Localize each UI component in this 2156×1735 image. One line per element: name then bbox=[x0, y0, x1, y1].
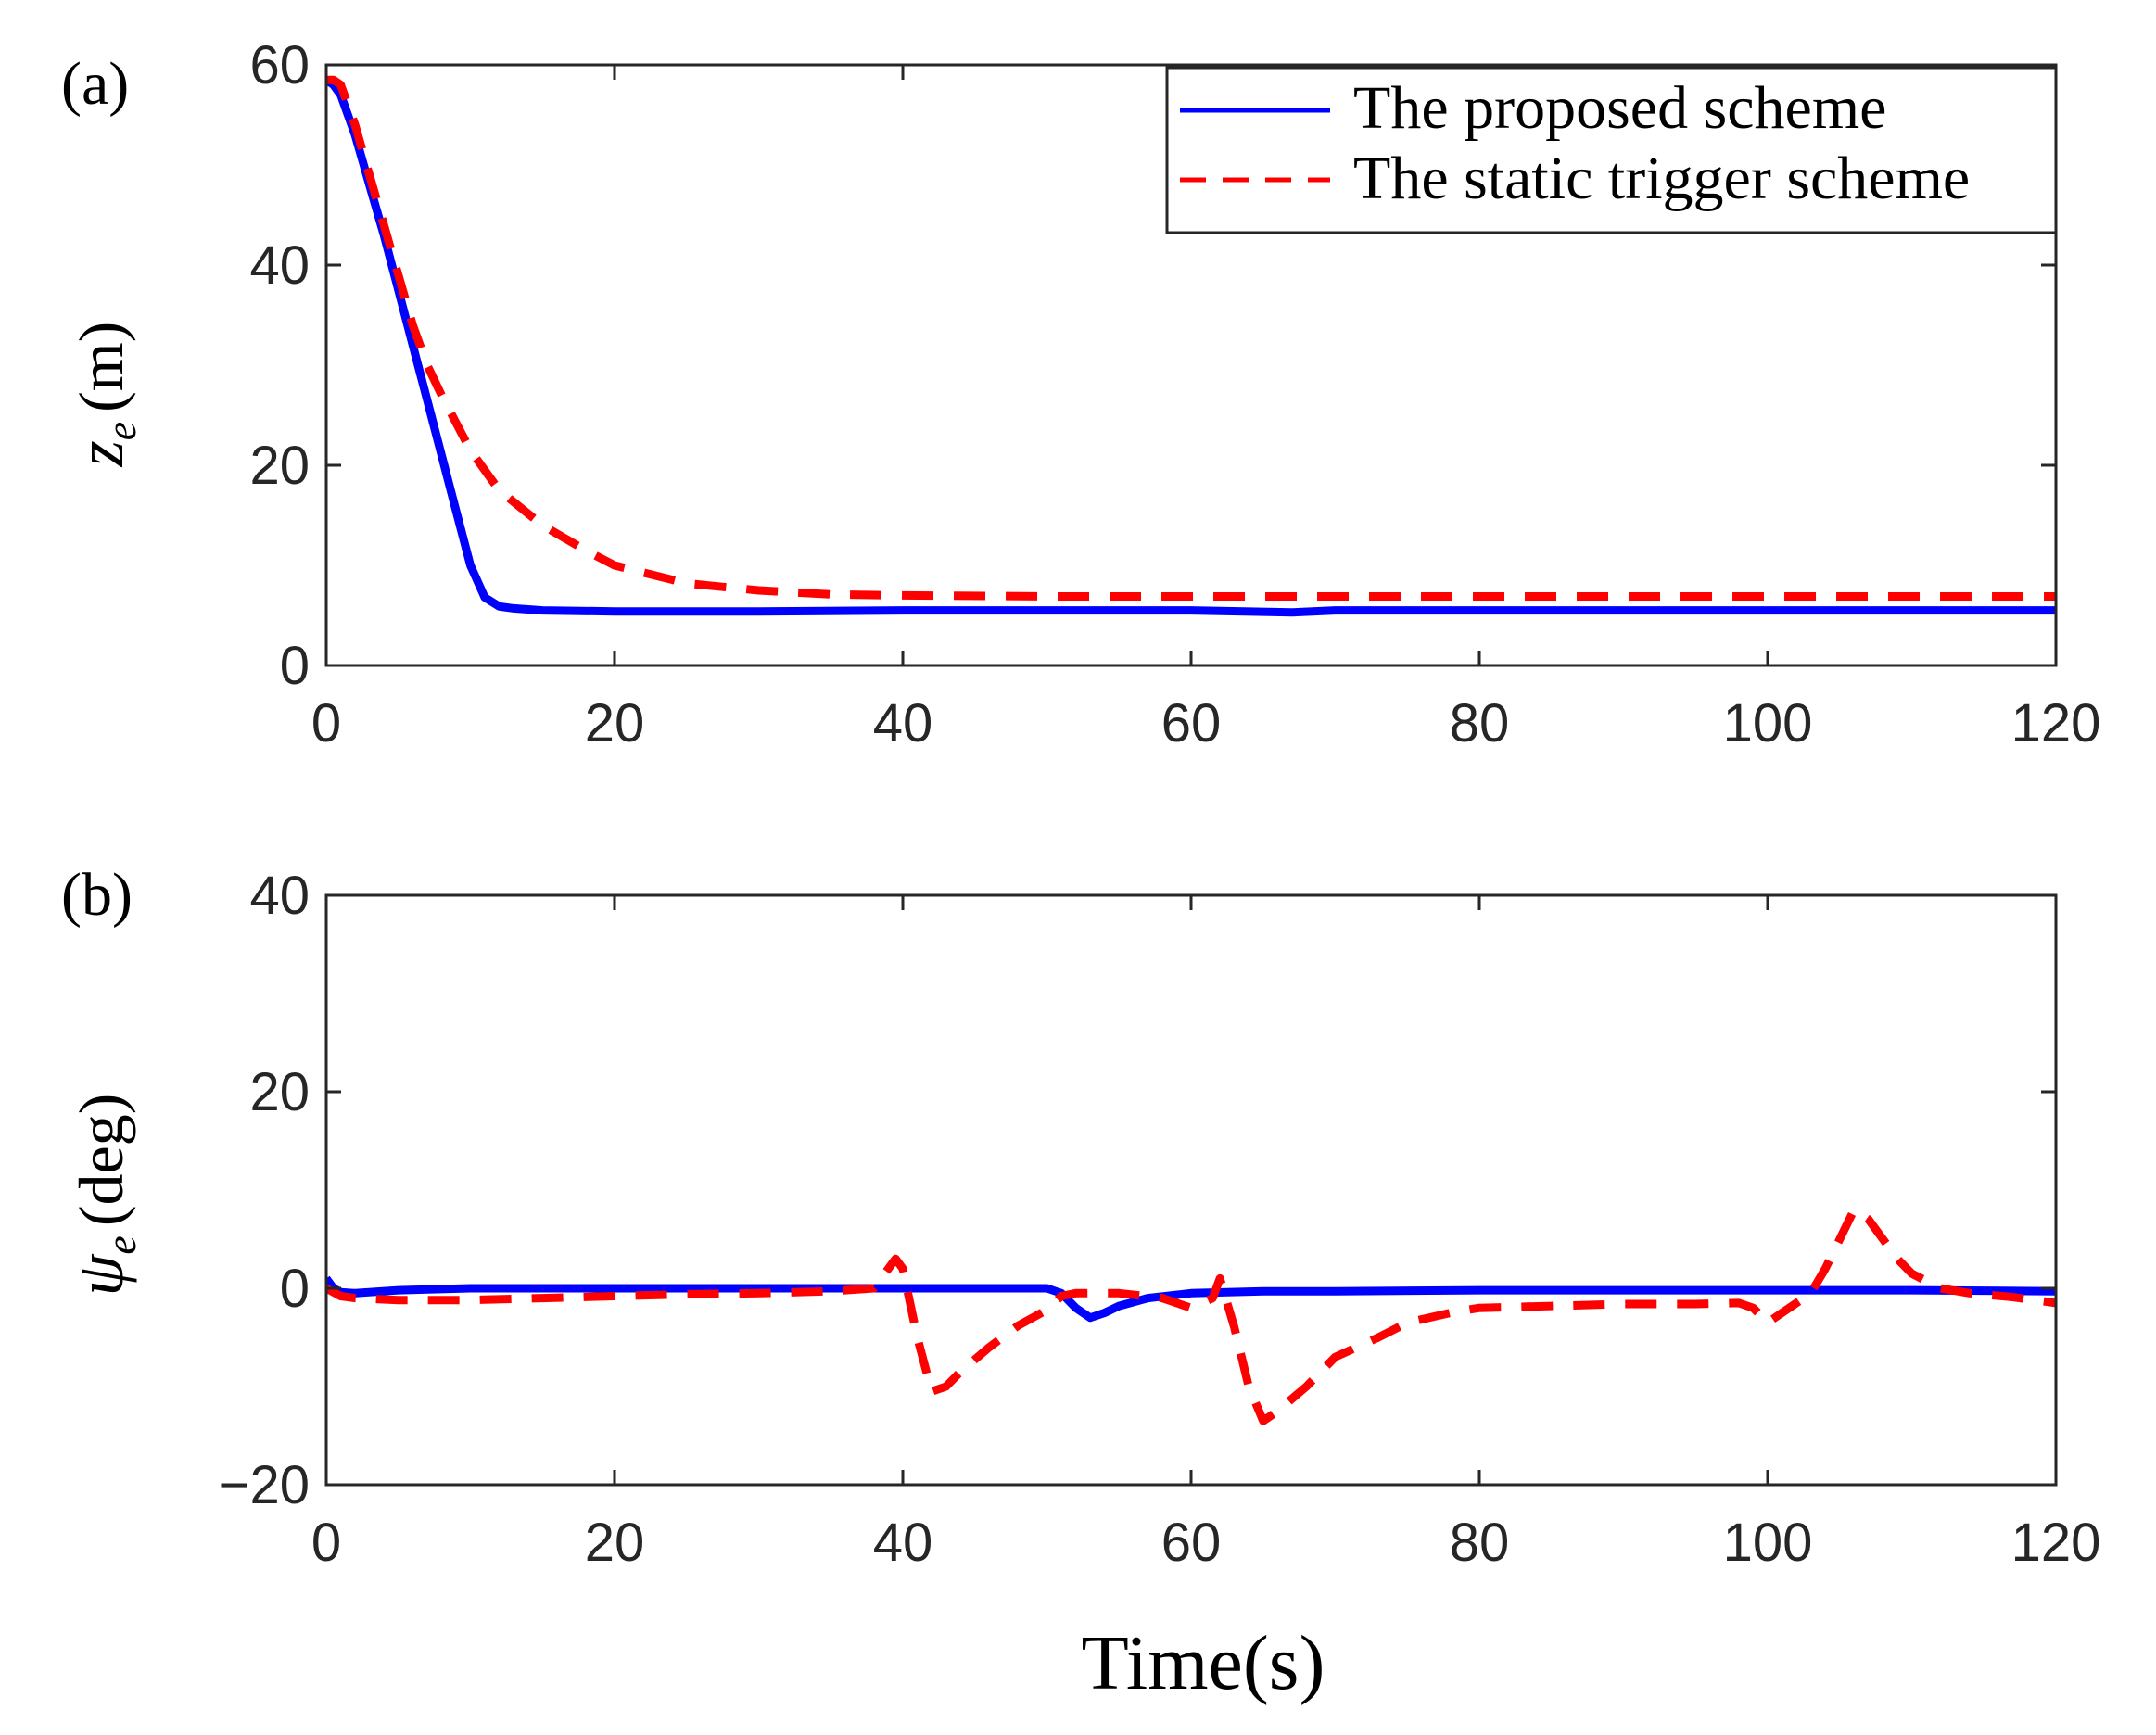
panel-b-y-tick-label: 40 bbox=[249, 866, 310, 926]
panel-a-y-tick-label: 40 bbox=[249, 235, 310, 296]
panel-a-x-tick-label: 100 bbox=[1723, 693, 1813, 754]
panel-b-x-tick-label: 0 bbox=[311, 1513, 341, 1573]
x-axis-label: Time(s) bbox=[1082, 1620, 1325, 1706]
panel-a-x-tick-label: 0 bbox=[311, 693, 341, 754]
panel-a-series-group bbox=[326, 75, 2056, 617]
panel-b-x-tick-label: 20 bbox=[585, 1513, 645, 1573]
panel-a-y-tick-label: 20 bbox=[249, 436, 310, 496]
panel-b-label: (b) bbox=[61, 861, 133, 929]
panel-b-series-proposed-line bbox=[326, 1275, 2056, 1323]
panel-a-ylabel-symbol: z bbox=[63, 440, 137, 467]
svg-text:ψe(deg): ψe (deg) bbox=[63, 1094, 145, 1297]
panel-b-x-tick-label: 100 bbox=[1723, 1513, 1813, 1573]
panel-b-y-tick-label: 0 bbox=[280, 1259, 310, 1319]
legend: The proposed scheme The static trigger s… bbox=[1165, 66, 2058, 234]
panel-a-x-tick-label: 20 bbox=[585, 693, 645, 754]
panel-a-x-tick-label: 40 bbox=[873, 693, 933, 754]
panel-a-x-tick-label: 60 bbox=[1161, 693, 1222, 754]
panel-a-label: (a) bbox=[61, 50, 129, 118]
panel-b-y-tick-label: 20 bbox=[249, 1062, 310, 1122]
panel-b-x-tick-label: 60 bbox=[1161, 1513, 1222, 1573]
panel-a-ylabel-unit: (m) bbox=[66, 322, 136, 412]
panel-a-ylabel-subscript: e bbox=[97, 422, 145, 440]
panel-b-x-tick-label: 40 bbox=[873, 1513, 933, 1573]
panel-a-series-proposed-line bbox=[326, 76, 2056, 617]
panel-a-chart: (a) ze (m) 0 20 40 60 80 100 120 0 20 40 60 The pro… bbox=[61, 35, 2100, 754]
panel-b-x-tick-label: 80 bbox=[1450, 1513, 1510, 1573]
panel-b-y-axis-label: ψe (deg) bbox=[63, 1094, 145, 1297]
svg-text:ze(m): ze (m) bbox=[63, 322, 145, 468]
legend-label-static: The static trigger scheme bbox=[1353, 145, 1970, 212]
panel-b-series-group bbox=[326, 1205, 2056, 1425]
panel-b-ylabel-subscript: e bbox=[97, 1235, 145, 1254]
panel-b-ylabel-symbol: ψ bbox=[63, 1253, 137, 1296]
panel-a-series-static-trigger-line bbox=[326, 75, 2056, 601]
legend-label-proposed: The proposed scheme bbox=[1353, 74, 1886, 142]
panel-a-x-tick-label: 80 bbox=[1450, 693, 1510, 754]
panel-b-y-tick-label: −20 bbox=[219, 1455, 310, 1515]
panel-a-y-axis-label: ze (m) bbox=[63, 322, 145, 468]
panel-b-ylabel-unit: (deg) bbox=[66, 1094, 136, 1226]
panel-b-series-static-trigger-line bbox=[326, 1205, 2056, 1425]
panel-a-y-tick-label: 60 bbox=[249, 35, 310, 95]
legend-box bbox=[1165, 66, 2058, 234]
panel-a-x-tick-label: 120 bbox=[2011, 693, 2101, 754]
panel-b-x-tick-label: 120 bbox=[2011, 1513, 2101, 1573]
panel-a-y-tick-label: 0 bbox=[280, 636, 310, 696]
panel-a-plot-area: 0 20 40 60 80 100 120 0 20 40 60 bbox=[249, 35, 2100, 754]
